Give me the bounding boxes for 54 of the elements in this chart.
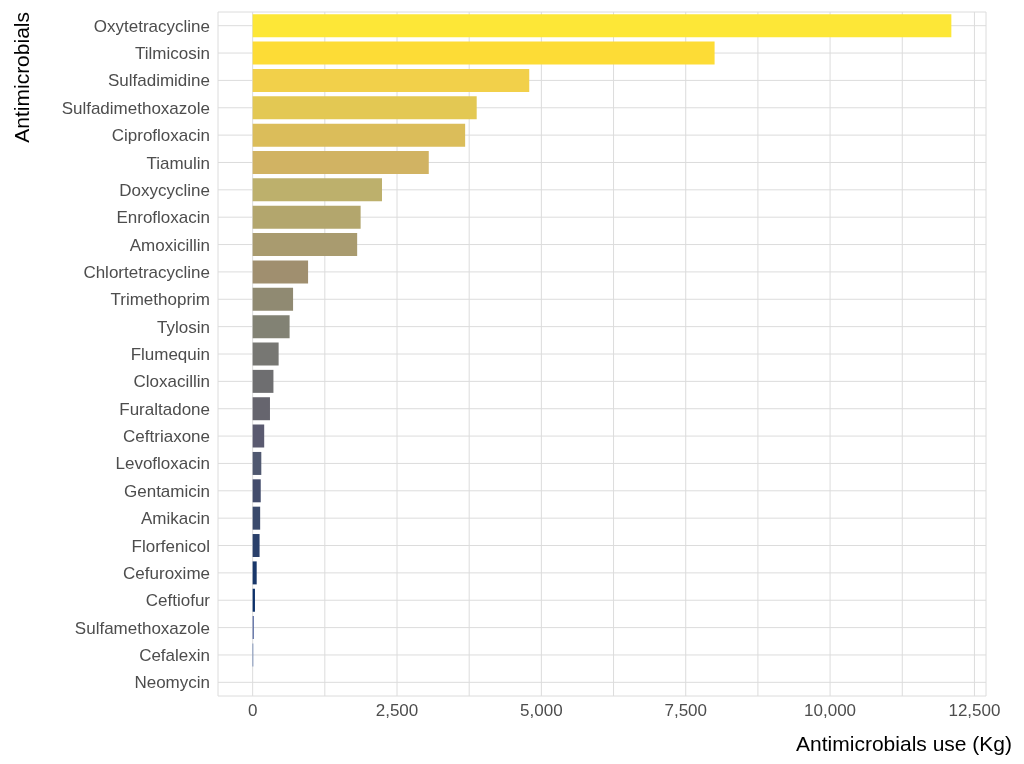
bar [252, 233, 358, 257]
bar [252, 14, 952, 38]
bar [252, 150, 429, 174]
bar [252, 451, 262, 475]
bar [252, 315, 290, 339]
y-tick-label: Cefuroxime [123, 563, 210, 583]
y-tick-label: Levofloxacin [115, 454, 210, 474]
y-tick-label: Ceftriaxone [123, 427, 210, 447]
y-tick-label: Cefalexin [139, 645, 210, 665]
bar [252, 68, 530, 92]
bar [252, 479, 261, 503]
y-tick-label: Amikacin [141, 509, 210, 529]
y-tick-label: Neomycin [134, 673, 210, 693]
bar [252, 41, 715, 65]
bar [252, 178, 382, 202]
y-axis-title: Antimicrobials [10, 12, 34, 143]
bar [252, 287, 294, 311]
y-tick-label: Oxytetracycline [93, 16, 210, 36]
bar [252, 561, 257, 585]
bar [252, 260, 309, 284]
y-tick-label: Enrofloxacin [116, 208, 210, 228]
y-tick-label: Tylosin [157, 317, 210, 337]
bar [252, 424, 265, 448]
bar [252, 534, 260, 558]
y-tick-label: Sulfamethoxazole [74, 618, 210, 638]
y-tick-label: Sulfadimidine [107, 71, 210, 91]
x-tick-label: 7,500 [664, 701, 707, 721]
y-tick-label: Flumequin [130, 345, 210, 365]
y-tick-label: Chlortetracycline [83, 262, 210, 282]
y-tick-label: Trimethoprim [110, 290, 210, 310]
x-tick-label: 10,000 [804, 701, 857, 721]
y-tick-label: Tiamulin [146, 153, 210, 173]
x-axis-title: Antimicrobials use (Kg) [796, 732, 1012, 756]
y-tick-label: Sulfadimethoxazole [61, 98, 210, 118]
y-tick-label: Florfenicol [131, 536, 210, 556]
bar [252, 205, 361, 229]
x-tick-label: 0 [247, 701, 258, 721]
bar [252, 506, 261, 530]
bar [252, 96, 477, 120]
bar [252, 369, 274, 393]
y-tick-label: Doxycycline [119, 180, 210, 200]
y-tick-label: Ciprofloxacin [111, 126, 210, 146]
y-tick-label: Gentamicin [124, 481, 210, 501]
x-tick-label: 12,500 [948, 701, 1001, 721]
y-tick-label: Tilmicosin [135, 44, 210, 64]
bar [252, 397, 270, 421]
x-tick-label: 5,000 [520, 701, 563, 721]
x-tick-label: 2,500 [375, 701, 419, 721]
y-tick-label: Cloxacillin [133, 372, 210, 392]
bar [252, 123, 466, 147]
y-tick-label: Amoxicillin [129, 235, 210, 255]
y-tick-label: Ceftiofur [145, 591, 211, 611]
bar [252, 342, 279, 366]
y-tick-label: Furaltadone [119, 399, 210, 419]
